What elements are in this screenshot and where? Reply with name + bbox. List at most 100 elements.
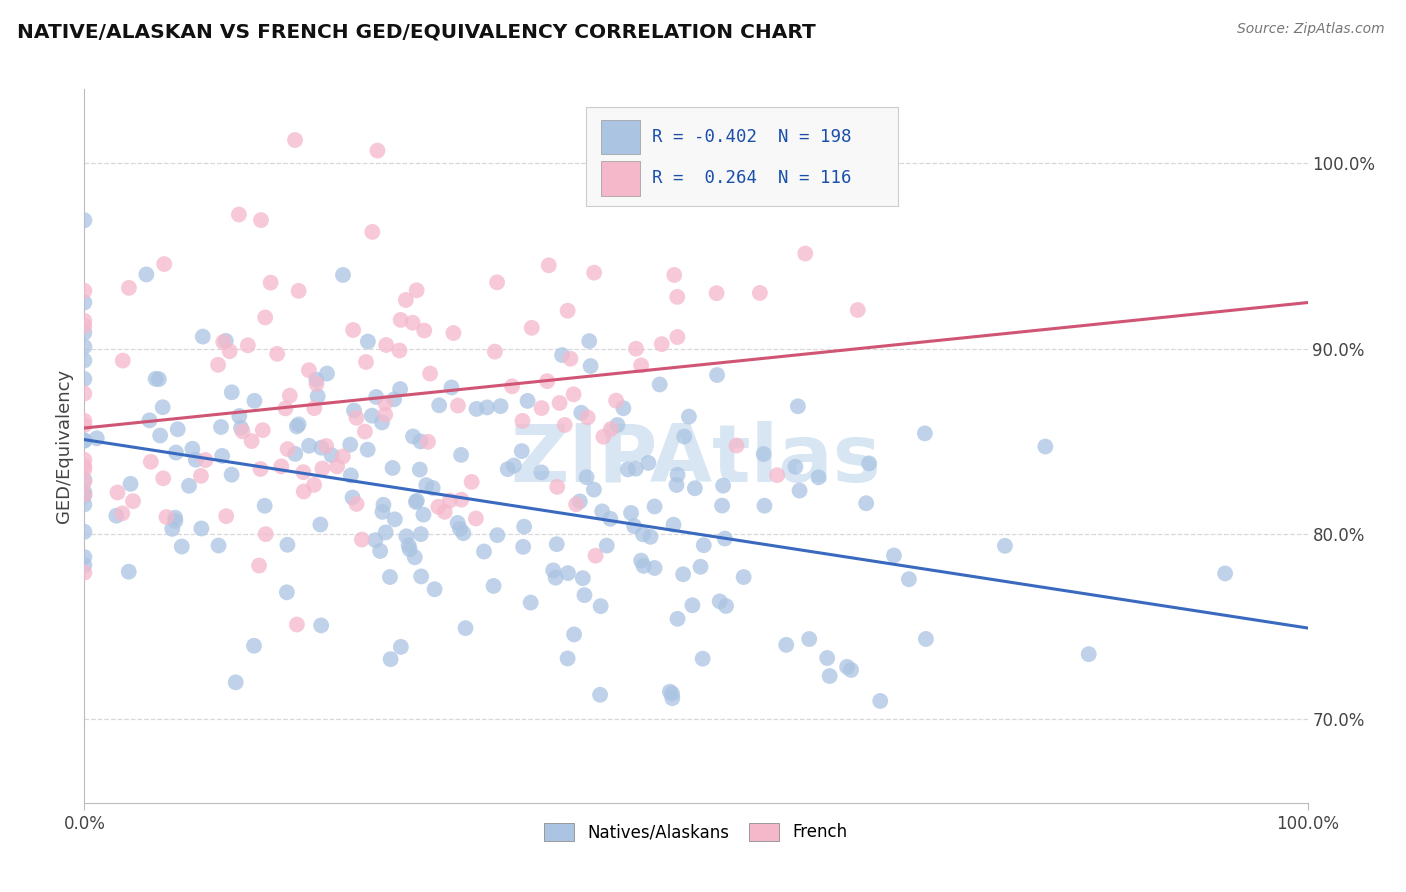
Point xyxy=(666,612,689,626)
Point xyxy=(624,342,647,356)
Point xyxy=(766,468,789,483)
Point xyxy=(630,554,652,568)
Point xyxy=(512,414,534,428)
Point xyxy=(243,639,266,653)
Point xyxy=(380,652,402,666)
Point xyxy=(191,329,214,343)
Point xyxy=(228,207,250,221)
Point xyxy=(73,326,96,340)
Point xyxy=(1213,566,1236,581)
Point xyxy=(311,441,333,455)
Point xyxy=(454,621,477,635)
Point xyxy=(589,688,612,702)
Point xyxy=(149,428,172,442)
Point xyxy=(405,283,427,297)
Point xyxy=(794,246,817,260)
Point xyxy=(184,452,207,467)
Point xyxy=(637,456,659,470)
Point xyxy=(118,281,141,295)
Text: Source: ZipAtlas.com: Source: ZipAtlas.com xyxy=(1237,22,1385,37)
Point xyxy=(73,459,96,474)
Point xyxy=(807,470,830,484)
Point xyxy=(326,459,349,474)
Point xyxy=(689,559,711,574)
Point xyxy=(752,447,775,461)
Point xyxy=(153,257,176,271)
Point xyxy=(562,627,585,641)
Point xyxy=(73,353,96,368)
Point xyxy=(915,632,938,646)
Point xyxy=(693,538,716,552)
Point xyxy=(568,494,591,508)
Point xyxy=(415,478,437,492)
Text: R = -0.402  N = 198: R = -0.402 N = 198 xyxy=(652,128,852,146)
Point xyxy=(145,372,167,386)
Point xyxy=(409,462,432,476)
Point xyxy=(207,358,229,372)
Point xyxy=(170,540,193,554)
Point xyxy=(482,579,505,593)
Point xyxy=(236,338,259,352)
Point xyxy=(122,494,145,508)
Point xyxy=(218,344,240,359)
Point xyxy=(423,582,446,597)
Point xyxy=(342,491,364,505)
Point xyxy=(815,651,838,665)
Point xyxy=(617,462,640,476)
Point xyxy=(846,303,869,318)
Point xyxy=(86,431,108,445)
Point xyxy=(405,493,427,508)
Point xyxy=(578,334,600,348)
Point xyxy=(254,527,277,541)
Point xyxy=(249,462,271,476)
Point xyxy=(711,478,734,492)
Point xyxy=(225,675,247,690)
Point xyxy=(277,442,299,456)
Point xyxy=(475,401,498,415)
Point xyxy=(302,478,325,492)
Point xyxy=(630,359,652,373)
Point xyxy=(165,514,187,528)
Point xyxy=(433,505,456,519)
Point xyxy=(574,588,596,602)
Point xyxy=(73,418,96,433)
Point xyxy=(207,539,229,553)
Point xyxy=(354,425,377,439)
Point xyxy=(309,618,332,632)
Point xyxy=(530,466,553,480)
Point xyxy=(914,426,936,441)
Point xyxy=(321,448,343,462)
Point xyxy=(427,500,450,514)
Point xyxy=(73,318,96,333)
Point xyxy=(240,434,263,448)
Point xyxy=(361,225,384,239)
Point xyxy=(633,558,655,573)
Point xyxy=(484,344,506,359)
Point xyxy=(537,258,560,272)
Point xyxy=(111,353,134,368)
Point xyxy=(541,563,564,577)
Point xyxy=(560,351,582,366)
Point xyxy=(350,533,373,547)
Point xyxy=(519,596,541,610)
Point xyxy=(530,401,553,415)
Point xyxy=(447,399,470,413)
Point xyxy=(73,452,96,467)
Point xyxy=(215,509,238,524)
Point xyxy=(709,594,731,608)
Point xyxy=(502,458,524,473)
Point xyxy=(661,691,683,706)
Point xyxy=(278,389,301,403)
Point xyxy=(596,539,619,553)
Point xyxy=(661,687,683,701)
Point xyxy=(73,550,96,565)
Point xyxy=(177,479,200,493)
Point xyxy=(73,487,96,501)
Point xyxy=(620,506,643,520)
Point xyxy=(181,442,204,456)
Point xyxy=(73,414,96,428)
Point xyxy=(565,497,588,511)
Point xyxy=(342,323,364,337)
Point xyxy=(681,599,703,613)
Point xyxy=(569,406,592,420)
